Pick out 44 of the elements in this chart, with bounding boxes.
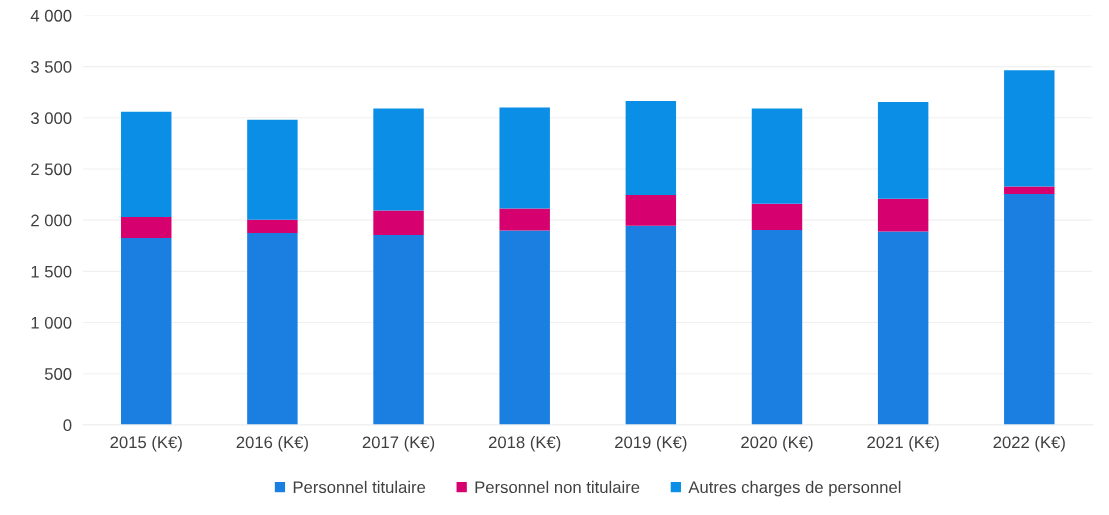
bar: [625, 195, 677, 226]
bar: [1004, 186, 1055, 195]
bar: [625, 100, 677, 196]
bar: [373, 210, 424, 235]
x-tick-label: 2022 (K€): [993, 435, 1065, 452]
x-tick-label: 2015 (K€): [110, 435, 182, 452]
x-tick-label: 2016 (K€): [236, 435, 308, 452]
y-tick-label: 4 000: [30, 9, 72, 22]
bar: [751, 203, 803, 230]
bar: [247, 219, 298, 233]
bar: [247, 232, 298, 425]
bar: [121, 238, 172, 425]
legend-label: Personnel non titulaire: [475, 480, 640, 494]
bar: [499, 107, 550, 209]
x-tick-label: 2017 (K€): [362, 435, 435, 452]
bar: [373, 235, 424, 425]
bar: [751, 108, 803, 204]
legend-label: Autres charges de personnel: [688, 480, 901, 497]
bar: [373, 108, 424, 211]
y-tick-label: 0: [63, 419, 72, 432]
bar: [751, 229, 803, 425]
bar: [121, 217, 172, 239]
y-tick-label: 2 000: [31, 214, 72, 227]
bar: [877, 101, 929, 199]
y-tick-label: 500: [44, 368, 72, 380]
bar: [499, 208, 550, 231]
bar: [877, 231, 929, 425]
y-tick-label: 1 000: [31, 316, 72, 329]
x-tick-label: 2019 (K€): [615, 435, 687, 452]
y-tick-label: 3 000: [31, 112, 72, 125]
bar: [499, 230, 550, 425]
x-tick-label: 2018 (K€): [488, 435, 561, 452]
y-tick-label: 3 500: [31, 61, 72, 73]
bar: [625, 225, 677, 425]
bar: [121, 111, 172, 218]
legend-label: Personnel titulaire: [293, 480, 426, 494]
y-tick-label: 2 500: [31, 163, 72, 176]
y-tick-label: 1 500: [31, 265, 72, 278]
x-tick-label: 2020 (K€): [741, 435, 813, 452]
bar: [247, 119, 298, 220]
bar: [877, 198, 929, 232]
bar: [1004, 70, 1055, 187]
bar: [1004, 194, 1055, 425]
x-tick-label: 2021 (K€): [867, 435, 939, 452]
